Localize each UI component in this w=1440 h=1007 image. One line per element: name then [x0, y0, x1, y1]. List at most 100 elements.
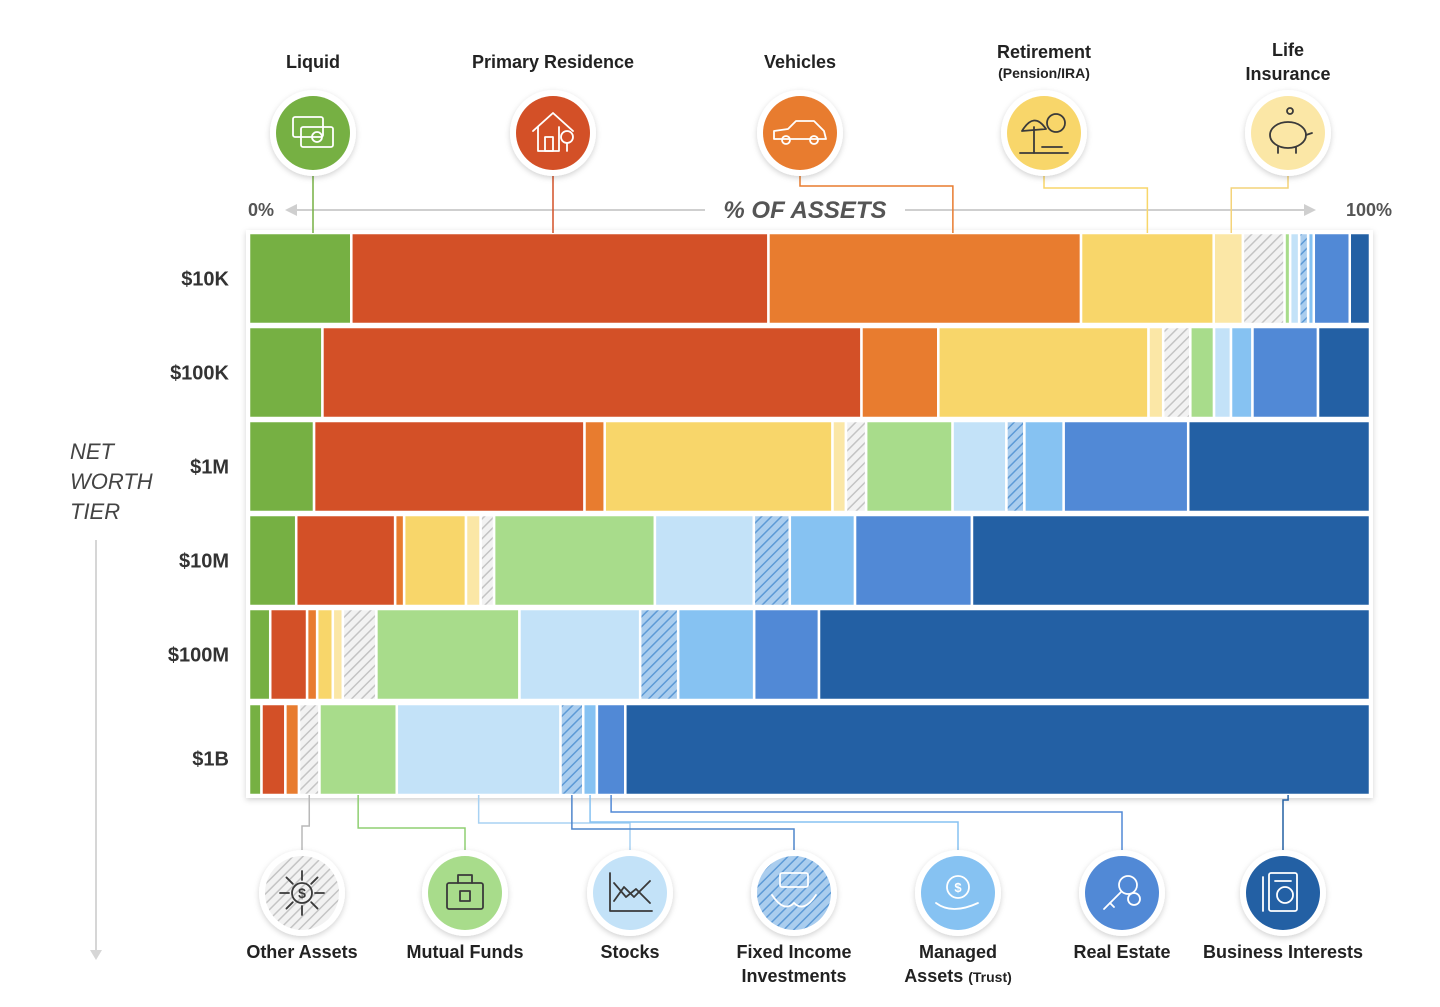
bar-segment-business-4	[817, 607, 1372, 702]
house-badge	[510, 90, 596, 176]
badge-fill	[757, 856, 831, 930]
bar-segment-other-5	[297, 702, 321, 797]
axis-arrow-left	[285, 204, 297, 216]
category-label-other: Other Assets	[246, 942, 357, 962]
stock-chart-badge	[587, 850, 673, 936]
bond-hands-badge	[751, 850, 837, 936]
svg-text:$: $	[298, 885, 306, 901]
bar-segment-realestate-1	[1251, 325, 1320, 420]
bar-segment-retirement-2	[603, 419, 834, 514]
bar-segment-insurance-4	[331, 607, 345, 702]
bar-segment-business-3	[970, 513, 1372, 608]
bar-segment-liquid-0	[247, 231, 353, 326]
bar-segment-fixed-3	[752, 513, 792, 608]
bar-segment-retirement-0	[1079, 231, 1215, 326]
bar-segment-residence-1	[321, 325, 863, 420]
bar-segment-vehicles-2	[583, 419, 606, 514]
bar-segment-liquid-3	[247, 513, 298, 608]
beach-umbrella-icon	[1019, 113, 1069, 154]
side-label-line: NET	[70, 439, 116, 464]
bar-segment-other-3	[479, 513, 496, 608]
connector-retirement	[1043, 170, 1149, 233]
side-label: NET WORTH TIER	[70, 439, 153, 960]
bond-hands-icon	[771, 872, 817, 908]
bar-segment-stocks-4	[518, 607, 642, 702]
category-sublabel-retirement: (Pension/IRA)	[998, 65, 1090, 81]
badge-fill	[763, 96, 837, 170]
bar-segment-stocks-5	[395, 702, 562, 797]
side-label-line: TIER	[70, 499, 120, 524]
bar-segment-mutual-1	[1189, 325, 1216, 420]
car-badge	[757, 90, 843, 176]
cash-badge	[270, 90, 356, 176]
bar-segment-managed-5	[582, 702, 599, 797]
connector-other	[301, 795, 311, 856]
bar-segment-managed-2	[1023, 419, 1065, 514]
bar-segment-vehicles-0	[767, 231, 1083, 326]
axis-arrow-right	[1304, 204, 1316, 216]
bar-segment-vehicles-1	[860, 325, 940, 420]
badge-fill	[1007, 96, 1081, 170]
connector-managed	[589, 795, 959, 856]
bar-segment-residence-4	[268, 607, 309, 702]
piggy-bank-icon	[1269, 107, 1313, 154]
bar-segment-mutual-3	[492, 513, 657, 608]
axis-title: % OF ASSETS	[723, 197, 886, 224]
tier-label: $100M	[168, 645, 229, 667]
connector-business	[1282, 795, 1289, 856]
briefcase-badge	[422, 850, 508, 936]
bar-segment-other-4	[341, 607, 378, 702]
bottom-legend: $ Other Assets Mutual Funds Stocks Fixed Inc…	[246, 850, 1363, 986]
side-label-line: WORTH	[70, 469, 153, 494]
bar-segment-insurance-0	[1212, 231, 1245, 326]
badge-fill	[428, 856, 502, 930]
bar-segment-realestate-0	[1312, 231, 1352, 326]
bar-segment-stocks-0	[1288, 231, 1301, 326]
bar-segment-residence-3	[294, 513, 397, 608]
bar-segment-liquid-4	[247, 607, 272, 702]
connector-insurance	[1230, 170, 1289, 233]
side-arrow-head	[90, 950, 102, 960]
connector-vehicles	[799, 170, 954, 233]
bar-segment-stocks-3	[653, 513, 756, 608]
bar-segment-business-1	[1316, 325, 1372, 420]
connectors	[301, 170, 1289, 856]
tier-label: $1B	[192, 749, 229, 771]
x-axis: % OF ASSETS 0% 100%	[248, 197, 1392, 224]
certificate-icon	[1262, 872, 1298, 912]
bar-segment-vehicles-5	[284, 702, 301, 797]
category-label-realestate: Real Estate	[1073, 942, 1170, 962]
bar-segment-business-2	[1186, 419, 1372, 514]
bar-segment-vehicles-3	[393, 513, 406, 608]
bar-segment-insurance-1	[1147, 325, 1165, 420]
bar-segment-managed-4	[676, 607, 756, 702]
axis-end-label: 100%	[1346, 200, 1392, 220]
badge-fill	[921, 856, 995, 930]
category-label-residence: Primary Residence	[472, 52, 634, 72]
bar-segment-insurance-2	[831, 419, 848, 514]
category-label-insurance: Insurance	[1245, 64, 1330, 84]
bar-segment-realestate-2	[1062, 419, 1190, 514]
category-label-fixed: Fixed Income	[736, 942, 851, 962]
bar-segment-other-2	[844, 419, 868, 514]
bar-segment-business-5	[624, 702, 1372, 797]
bar-segment-insurance-3	[464, 513, 482, 608]
bar-segment-residence-0	[350, 231, 770, 326]
bar-segment-realestate-4	[752, 607, 821, 702]
beach-umbrella-badge	[1001, 90, 1087, 176]
cash-icon	[292, 116, 334, 148]
bars: $10K $100K $1M $10M $100M $1B	[168, 230, 1373, 798]
dollar-network-icon: $	[279, 870, 325, 916]
tier-label: $10M	[179, 551, 229, 573]
tier-label: $10K	[181, 269, 229, 291]
category-label-insurance: Life	[1272, 40, 1304, 60]
stock-chart-icon	[609, 872, 653, 912]
bar-segment-fixed-0	[1297, 231, 1310, 326]
bar-segment-retirement-3	[402, 513, 468, 608]
badge-fill	[1085, 856, 1159, 930]
category-label-mutual: Mutual Funds	[407, 942, 524, 962]
bar-segment-mutual-5	[318, 702, 399, 797]
category-label-vehicles: Vehicles	[764, 52, 836, 72]
dollar-network-badge: $	[259, 850, 345, 936]
